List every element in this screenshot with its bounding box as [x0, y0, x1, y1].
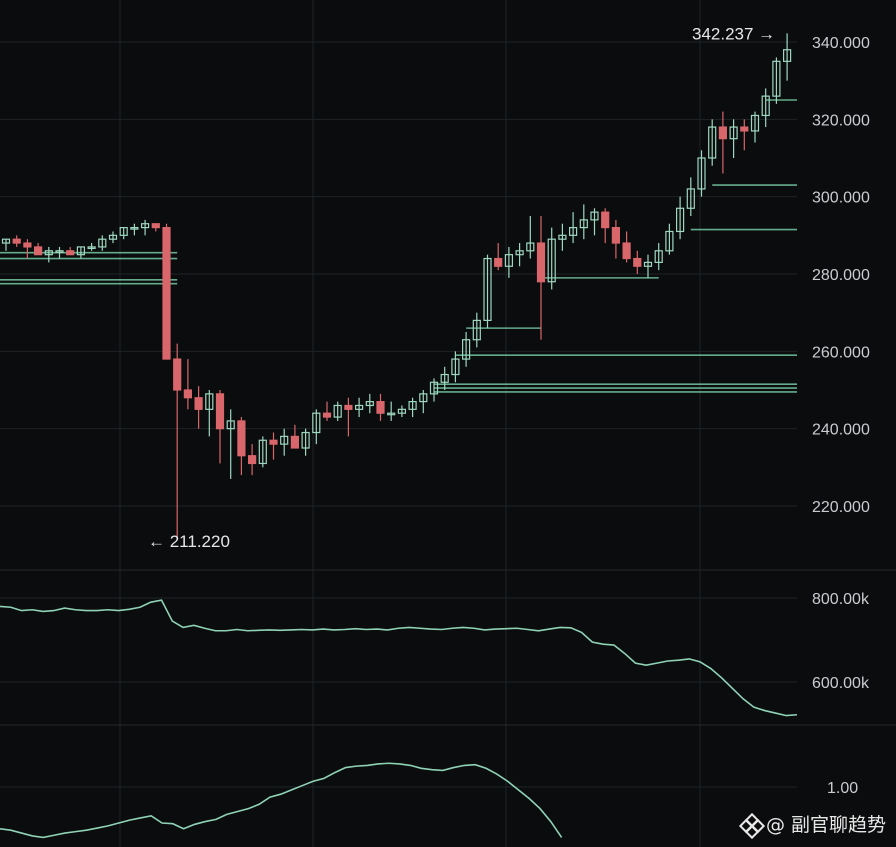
candle-body: [718, 126, 728, 140]
candle-body: [226, 420, 235, 430]
candle-body: [675, 207, 685, 233]
candle-body: [237, 420, 246, 457]
watermark-text: @ 副官聊趋势: [765, 814, 886, 836]
candle-body: [162, 227, 171, 360]
candle-body: [729, 126, 738, 140]
candle-body: [141, 223, 150, 229]
candle-body: [333, 404, 342, 418]
candle-body: [526, 242, 535, 252]
y-tick-label: 320.000: [812, 112, 870, 129]
candle-body: [761, 95, 770, 117]
candle-body: [601, 211, 610, 229]
candle-body: [483, 257, 492, 321]
candle-body: [472, 319, 481, 341]
candle-body: [568, 227, 578, 236]
candle-body: [33, 246, 43, 256]
candle-body: [536, 242, 546, 283]
candle-body: [750, 114, 760, 132]
candle-body: [590, 211, 599, 221]
y-tick-label: 240.000: [812, 422, 870, 439]
candle-body: [183, 389, 192, 399]
candle-body: [440, 373, 449, 383]
volume-series-line: [0, 599, 798, 717]
low-marker-label: ← 211.220: [148, 532, 230, 551]
candle-body: [633, 257, 642, 267]
candle-body: [558, 234, 567, 240]
candle-body: [515, 250, 524, 256]
candle-body: [740, 126, 749, 132]
candle-body: [130, 227, 139, 230]
binance-logo-icon: [738, 812, 766, 839]
candle-body: [397, 408, 406, 414]
candle-body: [708, 126, 717, 159]
candle-body: [301, 431, 310, 449]
candle-body: [322, 412, 332, 418]
candle-body: [772, 60, 781, 97]
candle-body: [387, 412, 396, 416]
candle-body: [365, 401, 374, 407]
candle-body: [504, 254, 513, 267]
candle-body: [44, 250, 53, 256]
y-tick-label: 220.000: [812, 499, 870, 516]
candle-body: [344, 404, 353, 410]
y-tick-label: 280.000: [812, 267, 870, 284]
candle-body: [622, 242, 631, 260]
vol-y-tick-label: 600.00k: [812, 675, 870, 692]
y-tick-label: 260.000: [812, 344, 870, 361]
oscillator-series-line: [0, 762, 563, 839]
candle-body: [408, 401, 417, 410]
candle-body: [119, 227, 128, 236]
candle-body: [462, 339, 471, 360]
osc-y-tick-label: 1.00: [827, 780, 858, 797]
candle-body: [290, 435, 299, 449]
candle-body: [419, 393, 428, 403]
candle-body: [215, 393, 225, 430]
y-tick-label: 300.000: [812, 190, 870, 207]
candle-body: [248, 455, 257, 465]
candle-body: [697, 157, 706, 190]
candle-body: [23, 242, 32, 248]
candle-body: [312, 412, 321, 434]
candle-body: [205, 393, 214, 410]
candle-body: [151, 223, 160, 229]
candle-body: [376, 401, 385, 414]
candle-body: [579, 219, 588, 229]
high-marker-label: 342.237 →: [692, 24, 775, 43]
candle-body: [1, 238, 11, 244]
candle-body: [643, 261, 653, 267]
vol-y-tick-label: 800.00k: [812, 591, 870, 608]
candle-body: [782, 49, 792, 62]
candle-body: [686, 188, 695, 209]
candle-body: [451, 358, 460, 376]
y-tick-label: 340.000: [812, 35, 870, 52]
candle-body: [269, 439, 278, 445]
candle-body: [665, 230, 674, 252]
candle-body: [429, 381, 439, 395]
candle-body: [173, 358, 182, 391]
candle-body: [494, 257, 503, 267]
candle-body: [654, 250, 663, 264]
candle-body: [547, 238, 556, 283]
candle-body: [280, 435, 289, 445]
candle-body: [108, 234, 118, 240]
candle-body: [55, 250, 64, 253]
candle-body: [87, 246, 96, 250]
watermark: @ 副官聊趋势: [738, 810, 886, 839]
candle-body: [258, 439, 267, 465]
candle-body: [76, 246, 86, 256]
candle-body: [194, 397, 203, 410]
candle-body: [66, 250, 75, 256]
candle-body: [355, 404, 364, 410]
candle-body: [12, 238, 21, 244]
candle-body: [611, 227, 621, 244]
candle-body: [98, 238, 107, 248]
